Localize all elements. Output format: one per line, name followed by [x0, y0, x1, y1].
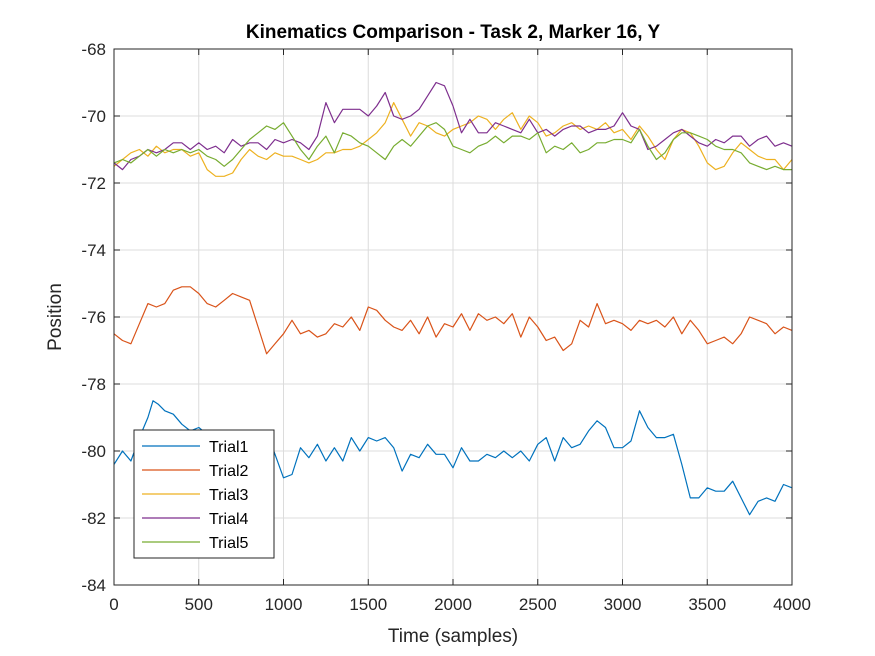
y-tick-label: -82 [81, 509, 106, 528]
series-line-trial2 [113, 286, 793, 355]
x-tick-label: 2500 [519, 595, 557, 614]
legend-label-trial3: Trial3 [209, 487, 249, 504]
y-tick-label: -84 [81, 576, 106, 595]
series-line-trial5 [113, 122, 792, 171]
legend-label-trial5: Trial5 [209, 535, 249, 552]
grid [113, 48, 793, 586]
x-tick-label: 0 [109, 595, 118, 614]
x-tick-label: 2000 [434, 595, 472, 614]
x-tick-label: 1000 [265, 595, 303, 614]
y-tick-label: -70 [81, 107, 106, 126]
y-axis-label: Position [45, 283, 66, 351]
x-tick-label: 4000 [773, 595, 811, 614]
x-tick-label: 500 [185, 595, 213, 614]
y-tick-label: -68 [81, 40, 106, 59]
y-tick-label: -80 [81, 442, 106, 461]
legend-label-trial1: Trial1 [209, 439, 249, 456]
x-tick-label: 3500 [688, 595, 726, 614]
series-line-trial4 [113, 81, 793, 171]
series-line-trial3 [113, 102, 793, 177]
y-axis-ticks: -84 -82 -80 -78 -76 -74 -72 -70 -68 [81, 40, 792, 595]
x-tick-label: 1500 [349, 595, 387, 614]
y-tick-label: -74 [81, 241, 106, 260]
x-axis-ticks: 0 500 1000 1500 2000 2500 3000 3500 4000 [109, 49, 811, 614]
y-tick-label: -78 [81, 375, 106, 394]
legend-label-trial4: Trial4 [209, 511, 249, 528]
x-axis-label: Time (samples) [388, 626, 518, 647]
chart-title: Kinematics Comparison - Task 2, Marker 1… [246, 22, 661, 43]
x-tick-label: 3000 [604, 595, 642, 614]
legend-label-trial2: Trial2 [209, 463, 249, 480]
y-tick-label: -72 [81, 174, 106, 193]
y-tick-label: -76 [81, 308, 106, 327]
legend: Trial1 Trial2 Trial3 Trial4 Trial5 [133, 429, 275, 559]
